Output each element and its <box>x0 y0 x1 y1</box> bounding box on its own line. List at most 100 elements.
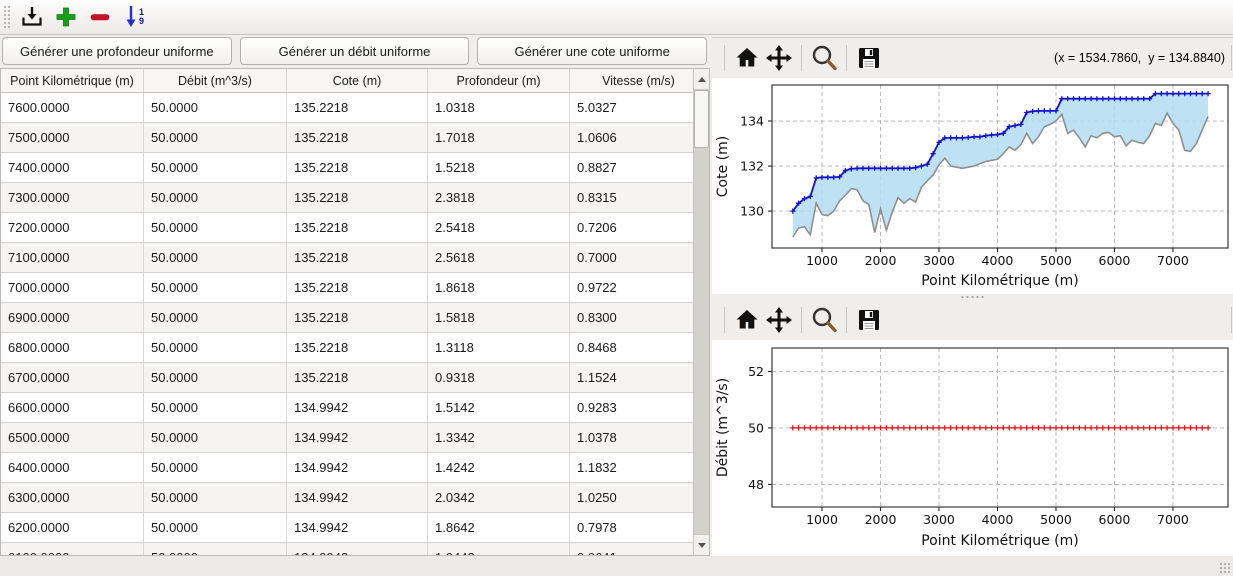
table-cell[interactable]: 6900.0000 <box>1 302 144 333</box>
scrollbar-up-button[interactable] <box>694 69 709 90</box>
table-cell[interactable]: 0.7000 <box>569 242 708 273</box>
table-cell[interactable]: 2.5418 <box>427 212 570 243</box>
column-header[interactable]: Profondeur (m) <box>427 69 570 93</box>
table-cell[interactable]: 1.0378 <box>569 422 708 453</box>
save-button[interactable] <box>853 42 885 74</box>
remove-row-button[interactable] <box>83 2 117 32</box>
table-cell[interactable]: 50.0000 <box>143 302 287 333</box>
table-cell[interactable]: 50.0000 <box>143 272 287 303</box>
table-cell[interactable]: 50.0000 <box>143 212 287 243</box>
scrollbar-down-button[interactable] <box>694 534 709 555</box>
table-cell[interactable]: 50.0000 <box>143 122 287 153</box>
generate-profondeur-button[interactable]: Générer une profondeur uniforme <box>2 37 232 65</box>
table-cell[interactable]: 135.2218 <box>286 332 428 363</box>
table-cell[interactable]: 6200.0000 <box>1 512 144 543</box>
table-cell[interactable]: 134.9942 <box>286 512 428 543</box>
generate-debit-button[interactable]: Générer un débit uniforme <box>239 37 470 65</box>
cote-chart[interactable]: 1000 2000 3000 4000 5000 6000 7000 130 132 134 Poi… <box>712 78 1233 294</box>
pan-button[interactable] <box>763 304 795 336</box>
table-scrollbar[interactable] <box>693 69 709 555</box>
table-cell[interactable]: 7000.0000 <box>1 272 144 303</box>
table-cell[interactable]: 1.5818 <box>427 302 570 333</box>
table-cell[interactable]: 6700.0000 <box>1 362 144 393</box>
table-cell[interactable]: 1.5142 <box>427 392 570 423</box>
table-cell[interactable]: 1.3342 <box>427 422 570 453</box>
home-button[interactable] <box>731 304 763 336</box>
import-button[interactable] <box>15 2 49 32</box>
table-cell[interactable]: 134.9942 <box>286 392 428 423</box>
table-cell[interactable]: 50.0000 <box>143 92 287 123</box>
table-cell[interactable]: 0.7206 <box>569 212 708 243</box>
table-cell[interactable]: 7100.0000 <box>1 242 144 273</box>
table-cell[interactable]: 1.1524 <box>569 362 708 393</box>
table-cell[interactable]: 50.0000 <box>143 452 287 483</box>
table-cell[interactable]: 7300.0000 <box>1 182 144 213</box>
table-cell[interactable]: 135.2218 <box>286 362 428 393</box>
table-cell[interactable]: 1.0250 <box>569 482 708 513</box>
table-cell[interactable]: 1.0318 <box>427 92 570 123</box>
add-row-button[interactable] <box>49 2 83 32</box>
table-cell[interactable]: 2.3818 <box>427 182 570 213</box>
column-header[interactable]: Vitesse (m/s) <box>569 69 708 93</box>
generate-cote-button[interactable]: Générer une cote uniforme <box>477 37 708 65</box>
table-cell[interactable]: 1.3118 <box>427 332 570 363</box>
table-cell[interactable]: 134.9942 <box>286 482 428 513</box>
table-cell[interactable]: 50.0000 <box>143 362 287 393</box>
zoom-button[interactable] <box>808 42 840 74</box>
table-cell[interactable]: 135.2218 <box>286 182 428 213</box>
table-cell[interactable]: 134.9942 <box>286 542 428 555</box>
table-cell[interactable]: 50.0000 <box>143 542 287 555</box>
table-cell[interactable]: 7500.0000 <box>1 122 144 153</box>
table-cell[interactable]: 50.0000 <box>143 182 287 213</box>
table-cell[interactable]: 0.7978 <box>569 512 708 543</box>
table-cell[interactable]: 1.0606 <box>569 122 708 153</box>
table-cell[interactable]: 0.9318 <box>427 362 570 393</box>
table-cell[interactable]: 135.2218 <box>286 242 428 273</box>
pan-button[interactable] <box>763 42 795 74</box>
table-cell[interactable]: 135.2218 <box>286 92 428 123</box>
table-cell[interactable]: 50.0000 <box>143 512 287 543</box>
table-cell[interactable]: 0.8827 <box>569 152 708 183</box>
zoom-button[interactable] <box>808 304 840 336</box>
home-button[interactable] <box>731 42 763 74</box>
table-cell[interactable]: 50.0000 <box>143 392 287 423</box>
plots-splitter[interactable] <box>712 294 1233 300</box>
debit-chart[interactable]: 1000 2000 3000 4000 5000 6000 7000 48 50 52 Point … <box>712 340 1233 555</box>
table-cell[interactable]: 135.2218 <box>286 302 428 333</box>
table-cell[interactable]: 1.8642 <box>427 512 570 543</box>
table-cell[interactable]: 6400.0000 <box>1 452 144 483</box>
table-cell[interactable]: 5.0327 <box>569 92 708 123</box>
table-cell[interactable]: 1.9442 <box>427 542 570 555</box>
table-cell[interactable]: 50.0000 <box>143 152 287 183</box>
column-header[interactable]: Débit (m^3/s) <box>143 69 287 93</box>
sort-rows-button[interactable]: 1 9 <box>117 2 151 32</box>
table-cell[interactable]: 50.0000 <box>143 422 287 453</box>
table-cell[interactable]: 2.0342 <box>427 482 570 513</box>
save-button[interactable] <box>853 304 885 336</box>
table-cell[interactable]: 134.9942 <box>286 452 428 483</box>
table-cell[interactable]: 2.5618 <box>427 242 570 273</box>
table-cell[interactable]: 6500.0000 <box>1 422 144 453</box>
toolbar-grip[interactable] <box>3 5 11 29</box>
window-resize-grip[interactable] <box>1219 562 1231 574</box>
table-cell[interactable]: 0.8468 <box>569 332 708 363</box>
table-cell[interactable]: 50.0000 <box>143 242 287 273</box>
table-cell[interactable]: 6800.0000 <box>1 332 144 363</box>
table-cell[interactable]: 1.8618 <box>427 272 570 303</box>
table-cell[interactable]: 1.4242 <box>427 452 570 483</box>
table-cell[interactable]: 1.1832 <box>569 452 708 483</box>
table-cell[interactable]: 50.0000 <box>143 332 287 363</box>
column-header[interactable]: Point Kilométrique (m) <box>1 69 144 93</box>
table-cell[interactable]: 7600.0000 <box>1 92 144 123</box>
table-cell[interactable]: 0.8315 <box>569 182 708 213</box>
table-cell[interactable]: 6300.0000 <box>1 482 144 513</box>
table-cell[interactable]: 7200.0000 <box>1 212 144 243</box>
table-cell[interactable]: 1.7018 <box>427 122 570 153</box>
table-cell[interactable]: 0.9283 <box>569 392 708 423</box>
table-cell[interactable]: 0.9641 <box>569 542 708 555</box>
table-cell[interactable]: 135.2218 <box>286 152 428 183</box>
table-cell[interactable]: 7400.0000 <box>1 152 144 183</box>
table-cell[interactable]: 134.9942 <box>286 422 428 453</box>
table-cell[interactable]: 6600.0000 <box>1 392 144 423</box>
table-cell[interactable]: 50.0000 <box>143 482 287 513</box>
